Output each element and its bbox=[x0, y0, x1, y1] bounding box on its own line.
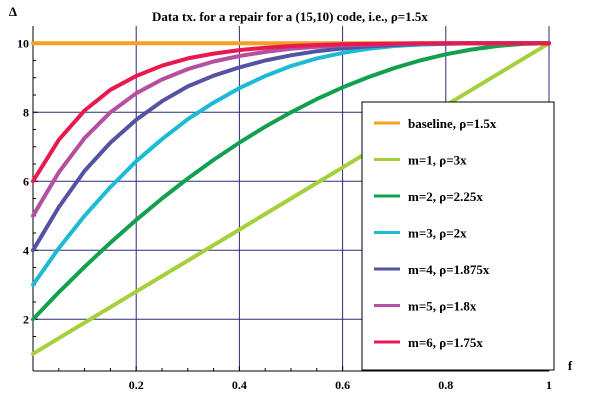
legend-label-6: m=6, ρ=1.75x bbox=[408, 335, 483, 350]
x-tick-label: 0.2 bbox=[129, 378, 144, 392]
y-tick-label: 2 bbox=[23, 312, 29, 326]
legend-box bbox=[361, 101, 555, 371]
legend: baseline, ρ=1.5x m=1, ρ=3x m=2, ρ=2.25x m=3… bbox=[361, 101, 555, 371]
series-line-6 bbox=[31, 41, 551, 184]
tick-labels: 0.2 0.4 0.6 0.8 1 2 4 6 8 10 bbox=[17, 36, 552, 392]
y-tick-label: 6 bbox=[23, 174, 29, 188]
legend-label-3: m=3, ρ=2x bbox=[408, 226, 467, 241]
y-tick-label: 10 bbox=[17, 36, 29, 50]
y-tick-label: 4 bbox=[23, 243, 29, 257]
chart-title: Data tx. for a repair for a (15,10) code… bbox=[152, 9, 428, 24]
y-tick-label: 8 bbox=[23, 105, 29, 119]
legend-label-0: baseline, ρ=1.5x bbox=[408, 116, 497, 131]
legend-label-4: m=4, ρ=1.875x bbox=[408, 262, 490, 277]
x-tick-label: 0.6 bbox=[335, 378, 350, 392]
legend-label-2: m=2, ρ=2.25x bbox=[408, 189, 483, 204]
x-tick-label: 1 bbox=[546, 378, 552, 392]
legend-label-1: m=1, ρ=3x bbox=[408, 153, 467, 168]
axes bbox=[32, 26, 550, 372]
x-axis-label: f bbox=[568, 358, 573, 373]
y-axis-label: Δ bbox=[9, 4, 17, 19]
series-line-2 bbox=[31, 41, 551, 322]
x-tick-label: 0.4 bbox=[232, 378, 247, 392]
series-line-1 bbox=[31, 41, 551, 356]
legend-label-5: m=5, ρ=1.8x bbox=[408, 299, 477, 314]
x-tick-label: 0.8 bbox=[438, 378, 453, 392]
series-lines bbox=[31, 41, 551, 356]
